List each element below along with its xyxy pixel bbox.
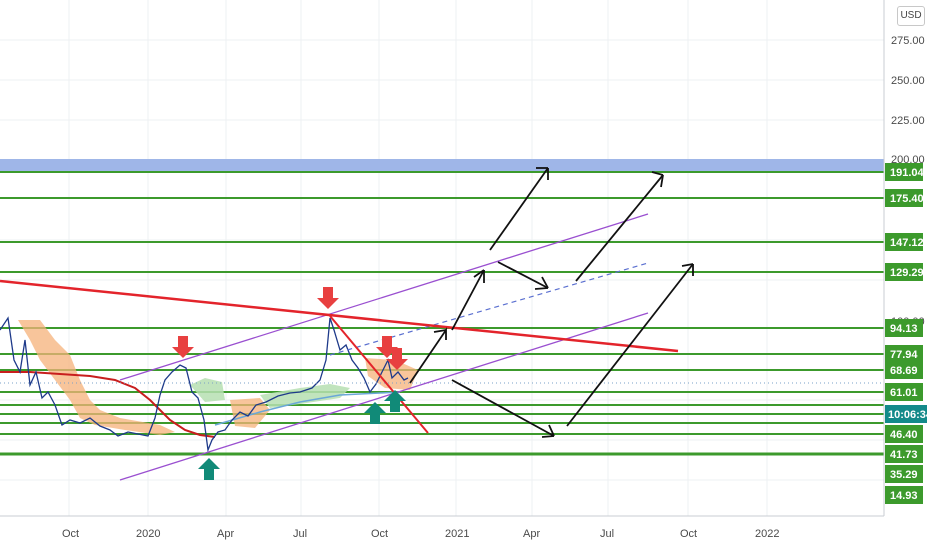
countdown-text: 10:06:34 xyxy=(888,409,932,421)
level-badge-label: 77.94 xyxy=(890,349,918,361)
trendlines[interactable] xyxy=(0,279,679,434)
price-series xyxy=(0,316,409,453)
buy-arrow-icon xyxy=(364,402,386,424)
price-tick-label: 275.00 xyxy=(891,35,925,47)
level-badge-label: 61.01 xyxy=(890,387,918,399)
level-badge xyxy=(885,445,923,463)
sell-arrow-icon xyxy=(317,287,339,309)
projection-arrows[interactable] xyxy=(409,167,694,438)
time-axis[interactable]: Oct 2020 Apr Jul Oct 2021 Apr Jul Oct 20… xyxy=(62,528,779,540)
buy-arrow-icon xyxy=(198,458,220,480)
price-tick-label: 225.00 xyxy=(891,115,925,127)
level-badge-label: 35.29 xyxy=(890,469,918,481)
price-axis[interactable]: 275.00 250.00 225.00 200.00 100.00 xyxy=(891,35,925,328)
time-tick-label: 2022 xyxy=(755,528,779,540)
level-badge-label: 94.13 xyxy=(890,323,918,335)
level-badge-label: 68.69 xyxy=(890,365,918,377)
time-tick-label: Apr xyxy=(217,528,234,540)
moving-average-line xyxy=(0,371,216,438)
price-tick-label: 250.00 xyxy=(891,75,925,87)
level-badge xyxy=(885,345,923,363)
sell-signal-arrows[interactable] xyxy=(172,287,408,370)
sell-arrow-icon xyxy=(386,348,408,370)
time-tick-label: Oct xyxy=(680,528,697,540)
level-badge xyxy=(885,189,923,207)
level-badges: 191.04 175.40 147.12 129.29 94.13 77.94 68.69 6… xyxy=(885,163,925,504)
level-badge xyxy=(885,233,923,251)
time-tick-label: Jul xyxy=(293,528,307,540)
level-badge-label: 46.40 xyxy=(890,429,918,441)
time-tick-label: Oct xyxy=(62,528,79,540)
horizontal-levels[interactable] xyxy=(0,171,884,456)
level-badge-label: 147.12 xyxy=(890,237,924,249)
horizontal-gridlines xyxy=(0,39,884,481)
level-badge xyxy=(885,263,923,281)
level-badge xyxy=(885,163,923,181)
ichimoku-cloud xyxy=(18,320,418,435)
level-badge-label: 175.40 xyxy=(890,193,924,205)
level-badge xyxy=(885,319,923,337)
level-badge xyxy=(885,465,923,483)
currency-button[interactable]: USD xyxy=(897,6,925,26)
level-badge-label: 191.04 xyxy=(890,167,925,179)
countdown-badge: 10:06:34 xyxy=(885,405,932,423)
level-badge xyxy=(885,425,923,443)
level-badge-label: 41.73 xyxy=(890,449,918,461)
level-badge-label: 14.93 xyxy=(890,490,918,502)
level-badge xyxy=(885,486,923,504)
baseline-line xyxy=(214,391,401,426)
level-badge-label: 129.29 xyxy=(890,267,924,279)
time-tick-label: Oct xyxy=(371,528,388,540)
resistance-zone[interactable] xyxy=(0,159,884,172)
time-tick-label: Jul xyxy=(600,528,614,540)
time-tick-label: 2021 xyxy=(445,528,469,540)
level-badge xyxy=(885,361,923,379)
time-tick-label: 2020 xyxy=(136,528,160,540)
sell-arrow-icon xyxy=(172,336,194,358)
buy-signal-arrows[interactable] xyxy=(198,390,406,480)
vertical-gridlines xyxy=(68,0,768,516)
time-tick-label: Apr xyxy=(523,528,540,540)
buy-arrow-icon xyxy=(384,390,406,412)
level-badge xyxy=(885,383,923,401)
